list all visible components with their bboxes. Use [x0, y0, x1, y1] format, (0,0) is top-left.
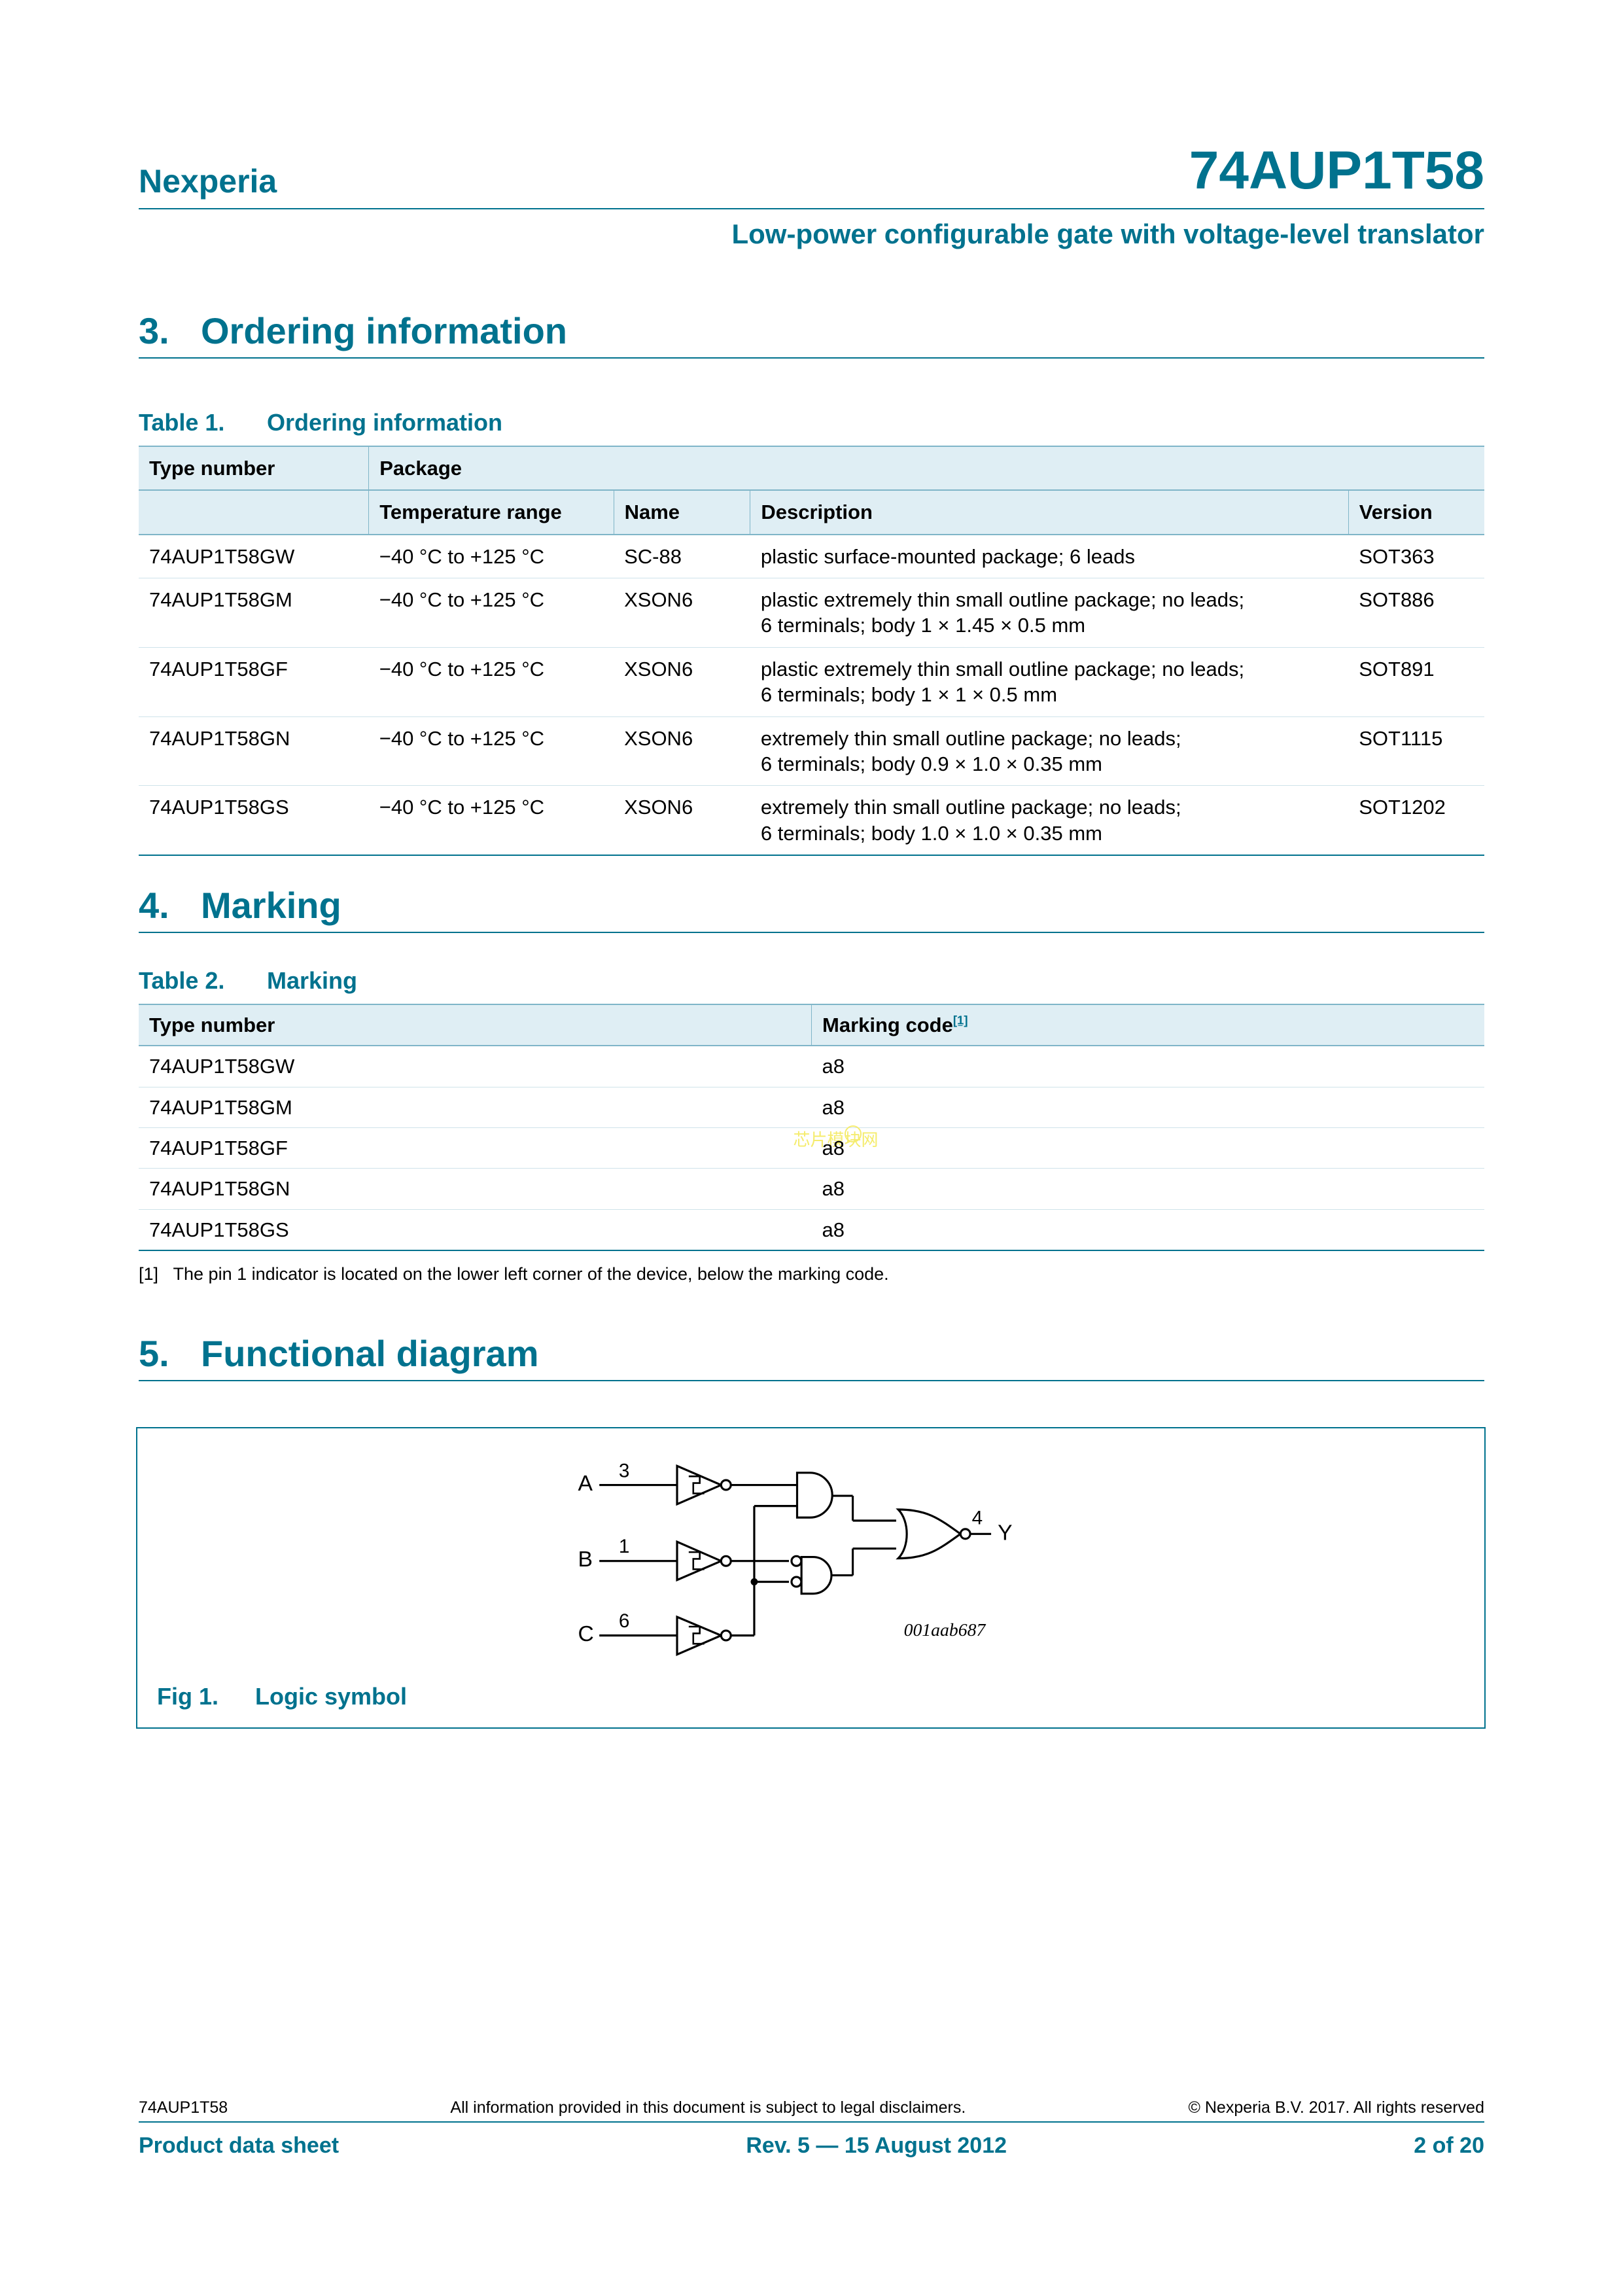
svg-text:3: 3	[619, 1460, 630, 1481]
svg-text:C: C	[578, 1622, 594, 1646]
svg-text:Y: Y	[998, 1521, 1012, 1545]
svg-text:4: 4	[972, 1508, 983, 1529]
svg-text:6: 6	[619, 1610, 630, 1632]
svg-text:1: 1	[619, 1536, 630, 1557]
svg-text:B: B	[578, 1547, 593, 1572]
svg-text:001aab687: 001aab687	[904, 1619, 986, 1640]
svg-text:A: A	[578, 1472, 593, 1496]
